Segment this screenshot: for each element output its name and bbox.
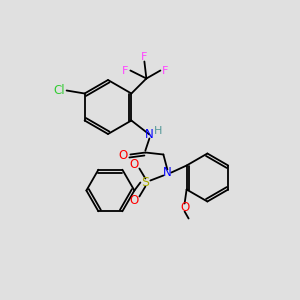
Text: F: F bbox=[122, 65, 129, 76]
Text: H: H bbox=[154, 125, 163, 136]
Text: O: O bbox=[130, 194, 139, 207]
Text: F: F bbox=[162, 65, 169, 76]
Text: N: N bbox=[145, 128, 154, 141]
Text: O: O bbox=[130, 158, 139, 171]
Text: O: O bbox=[119, 149, 128, 162]
Text: F: F bbox=[141, 52, 148, 62]
Text: S: S bbox=[141, 176, 149, 189]
Text: N: N bbox=[163, 166, 172, 179]
Text: Cl: Cl bbox=[54, 84, 65, 97]
Text: O: O bbox=[180, 201, 189, 214]
